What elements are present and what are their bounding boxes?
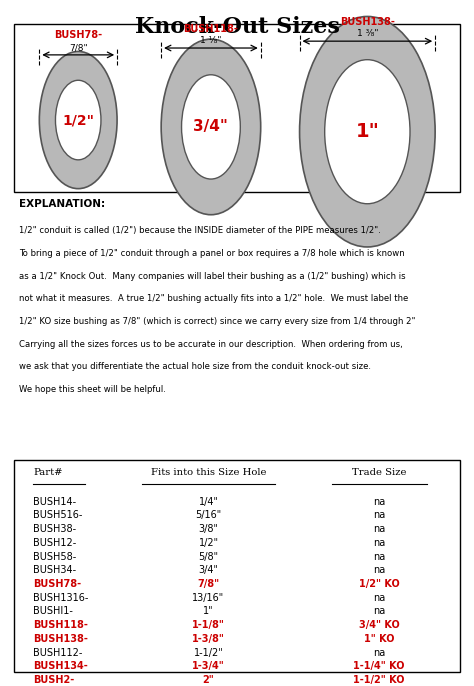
Text: 7/8": 7/8": [69, 43, 88, 52]
Text: BUSH118-: BUSH118-: [183, 24, 238, 34]
Text: Trade Size: Trade Size: [352, 468, 406, 477]
Text: 1" KO: 1" KO: [364, 634, 394, 644]
Text: BUSH38-: BUSH38-: [33, 524, 76, 534]
Text: na: na: [373, 565, 385, 576]
Text: 5/8": 5/8": [199, 552, 219, 562]
Text: BUSH78-: BUSH78-: [54, 29, 102, 40]
Ellipse shape: [39, 51, 117, 189]
Text: BUSH78-: BUSH78-: [33, 579, 82, 589]
Text: BUSH138-: BUSH138-: [340, 17, 395, 27]
Text: BUSH118-: BUSH118-: [33, 620, 88, 630]
Text: 1-3/4": 1-3/4": [192, 661, 225, 672]
Text: 1/2" conduit is called (1/2") because the INSIDE diameter of the PIPE measures 1: 1/2" conduit is called (1/2") because th…: [19, 226, 381, 235]
Text: 1/2": 1/2": [199, 538, 219, 548]
Ellipse shape: [55, 80, 101, 160]
Text: 1 ¹⁄₈": 1 ¹⁄₈": [200, 36, 222, 45]
Text: not what it measures.  A true 1/2" bushing actually fits into a 1/2" hole.  We m: not what it measures. A true 1/2" bushin…: [19, 294, 408, 303]
Text: na: na: [373, 510, 385, 521]
Text: BUSH14-: BUSH14-: [33, 497, 76, 507]
Text: EXPLANATION:: EXPLANATION:: [19, 199, 105, 209]
Text: 1-1/2": 1-1/2": [194, 648, 223, 658]
Text: as a 1/2" Knock Out.  Many companies will label their bushing as a (1/2" bushing: as a 1/2" Knock Out. Many companies will…: [19, 272, 406, 281]
Text: Knock-Out Sizes: Knock-Out Sizes: [135, 16, 339, 38]
Ellipse shape: [161, 39, 261, 215]
Text: 3/8": 3/8": [199, 524, 219, 534]
Text: BUSH34-: BUSH34-: [33, 565, 76, 576]
Text: 1-1/2" KO: 1-1/2" KO: [354, 675, 405, 685]
Text: 1": 1": [203, 606, 214, 617]
Text: na: na: [373, 497, 385, 507]
Text: BUSH138-: BUSH138-: [33, 634, 88, 644]
Text: 3/4" KO: 3/4" KO: [359, 620, 400, 630]
Bar: [14, 460, 460, 672]
Text: 3/4": 3/4": [193, 119, 228, 134]
Text: Fits into this Size Hole: Fits into this Size Hole: [151, 468, 266, 477]
Bar: [14, 24, 460, 192]
Text: BUSH112-: BUSH112-: [33, 648, 82, 658]
Text: BUSH12-: BUSH12-: [33, 538, 76, 548]
Text: 1": 1": [356, 122, 379, 141]
Text: BUSH2-: BUSH2-: [33, 675, 74, 685]
Text: na: na: [373, 524, 385, 534]
Text: Part#: Part#: [33, 468, 63, 477]
Ellipse shape: [300, 16, 435, 247]
Text: 1-1/4" KO: 1-1/4" KO: [354, 661, 405, 672]
Text: na: na: [373, 606, 385, 617]
Text: 7/8": 7/8": [198, 579, 219, 589]
Text: BUSHI1-: BUSHI1-: [33, 606, 73, 617]
Text: 1/2" KO: 1/2" KO: [359, 579, 400, 589]
Text: 1/4": 1/4": [199, 497, 219, 507]
Ellipse shape: [325, 60, 410, 204]
Text: na: na: [373, 538, 385, 548]
Text: BUSH134-: BUSH134-: [33, 661, 88, 672]
Text: 3/4": 3/4": [199, 565, 219, 576]
Text: we ask that you differentiate the actual hole size from the conduit knock-out si: we ask that you differentiate the actual…: [19, 362, 371, 371]
Text: 1-3/8": 1-3/8": [192, 634, 225, 644]
Text: BUSH58-: BUSH58-: [33, 552, 76, 562]
Text: na: na: [373, 648, 385, 658]
Text: na: na: [373, 552, 385, 562]
Text: 13/16": 13/16": [192, 593, 225, 603]
Text: 1-1/8": 1-1/8": [192, 620, 225, 630]
Text: na: na: [373, 593, 385, 603]
Text: Carrying all the sizes forces us to be accurate in our description.  When orderi: Carrying all the sizes forces us to be a…: [19, 340, 403, 348]
Text: BUSH1316-: BUSH1316-: [33, 593, 89, 603]
Text: 1/2" KO size bushing as 7/8" (which is correct) since we carry every size from 1: 1/2" KO size bushing as 7/8" (which is c…: [19, 317, 415, 326]
Text: 1/2": 1/2": [62, 113, 94, 127]
Text: To bring a piece of 1/2" conduit through a panel or box requires a 7/8 hole whic: To bring a piece of 1/2" conduit through…: [19, 249, 405, 258]
Text: 5/16": 5/16": [195, 510, 222, 521]
Text: BUSH516-: BUSH516-: [33, 510, 82, 521]
Ellipse shape: [182, 75, 240, 179]
Text: 1 ³⁄₈": 1 ³⁄₈": [356, 29, 378, 38]
Text: 2": 2": [203, 675, 214, 685]
Text: We hope this sheet will be helpful.: We hope this sheet will be helpful.: [19, 385, 166, 394]
